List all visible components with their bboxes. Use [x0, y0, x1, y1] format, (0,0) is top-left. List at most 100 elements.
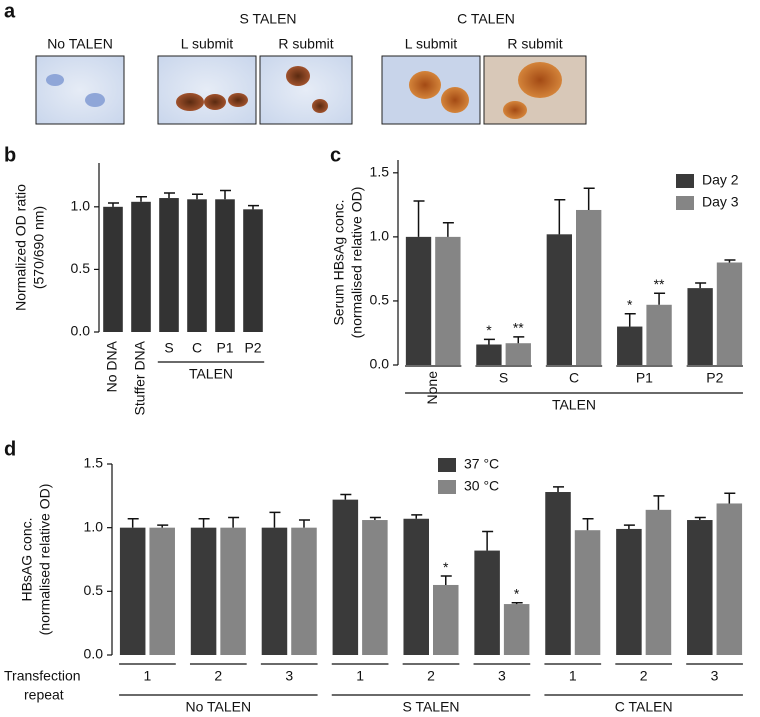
x-tick-label: 1: [144, 668, 152, 684]
significance: *: [486, 322, 492, 338]
y-tick-label: 1.0: [84, 518, 104, 534]
bar: [159, 198, 179, 332]
bar: [149, 527, 175, 655]
legend-label: Day 3: [702, 194, 739, 210]
legend-label: 37 °C: [464, 456, 499, 472]
error-bar: [694, 516, 706, 521]
bar: [576, 209, 602, 365]
cell: [286, 66, 310, 86]
significance: *: [514, 585, 520, 601]
error-bar: [198, 518, 210, 528]
error-bar: [298, 519, 310, 528]
bar: [505, 343, 531, 365]
image-label: L submit: [181, 36, 234, 52]
image-label: R submit: [507, 36, 562, 52]
bar: [190, 527, 217, 655]
y-tick-label: 0.0: [71, 323, 91, 339]
x-tick-label: 2: [214, 668, 222, 684]
error-bar: [511, 602, 523, 605]
image-label: L submit: [405, 36, 458, 52]
group-label: C TALEN: [457, 11, 515, 27]
error-bar: [136, 196, 147, 202]
panel-label: c: [330, 144, 341, 166]
bar: [403, 518, 429, 655]
error-bar: [440, 575, 452, 585]
legend-label: Day 2: [702, 172, 739, 188]
x-tick-label: 1: [569, 668, 577, 684]
bar: [332, 499, 359, 655]
error-bar: [369, 516, 381, 521]
bar: [220, 527, 246, 655]
group-label: S TALEN: [402, 699, 459, 715]
bar: [119, 527, 146, 655]
bar: [261, 527, 288, 655]
bar: [716, 262, 743, 365]
legend-swatch: [438, 458, 456, 472]
error-bar: [192, 193, 203, 200]
error-bar: [482, 530, 494, 551]
error-bar: [157, 524, 169, 528]
bar: [187, 199, 207, 332]
micrograph: [157, 55, 257, 125]
bar: [616, 528, 642, 655]
error-bar: [582, 518, 594, 531]
legend-swatch: [438, 480, 456, 494]
bar: [405, 236, 432, 365]
error-bar: [724, 259, 736, 263]
error-bar: [228, 516, 240, 528]
x-tick-label: 3: [285, 668, 293, 684]
y-axis-label: Normalized OD ratio: [13, 184, 29, 311]
panel-a: a S TALEN C TALEN No TALEN L submit R su…: [4, 0, 587, 125]
group-label: TALEN: [552, 397, 596, 413]
cell: [46, 74, 64, 86]
legend-swatch: [676, 174, 694, 188]
y-axis-label: Serum HBsAg conc.: [331, 199, 347, 325]
image-label: No TALEN: [47, 36, 113, 52]
panel-label: a: [4, 0, 16, 22]
significance: *: [627, 296, 633, 312]
cell: [518, 62, 562, 98]
group-label: C TALEN: [615, 699, 673, 715]
y-axis-label: (normalised relative OD): [349, 187, 365, 339]
significance: **: [654, 276, 665, 292]
bar: [687, 520, 713, 655]
x-tick-label: Stuffer DNA: [132, 340, 148, 415]
x-tick-label: P1: [216, 340, 233, 356]
x-tick-label: P2: [244, 340, 261, 356]
error-bar: [340, 493, 352, 500]
bar: [433, 584, 459, 655]
bar: [474, 550, 500, 655]
y-axis-label: (normalised relative OD): [37, 484, 53, 636]
x-tick-label: C: [192, 340, 202, 356]
x-tick-label: 2: [427, 668, 435, 684]
cell: [409, 71, 441, 99]
bar: [131, 201, 151, 332]
micrograph: [35, 55, 125, 125]
bar: [291, 527, 317, 655]
bar: [617, 326, 643, 365]
y-tick-label: 0.5: [370, 292, 390, 308]
x-tick-label: None: [424, 371, 440, 405]
cell: [441, 87, 469, 113]
image-label: R submit: [278, 36, 333, 52]
cell: [228, 93, 248, 107]
x-tick-label: 3: [711, 668, 719, 684]
x-tick-label: 2: [640, 668, 648, 684]
error-bar: [483, 338, 495, 345]
bar: [243, 209, 263, 332]
error-bar: [553, 486, 565, 493]
cell: [312, 99, 328, 113]
bar: [574, 530, 601, 655]
panel-label: b: [4, 144, 16, 166]
error-bar: [623, 524, 635, 529]
cell: [85, 93, 105, 107]
error-bar: [411, 514, 423, 519]
bar: [362, 520, 388, 655]
y-tick-label: 1.0: [71, 198, 91, 214]
x-tick-label: C: [569, 370, 579, 386]
bar: [476, 344, 502, 365]
x-tick-label: No DNA: [104, 340, 120, 392]
x-axis-label: repeat: [24, 687, 64, 703]
y-tick-label: 0.5: [84, 582, 104, 598]
